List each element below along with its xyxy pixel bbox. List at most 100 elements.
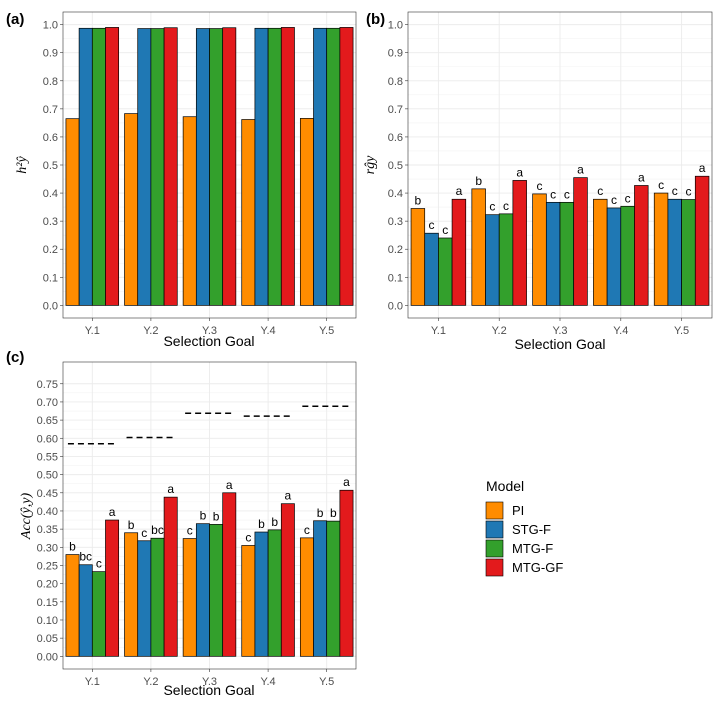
legend-label-stg-f: STG-F [512,522,551,537]
bar-pi-y2 [124,113,139,306]
bars [65,27,354,306]
bar-mtg-f-y5 [326,27,341,306]
bar-stg-f-y5 [313,27,328,306]
significance-label: c [187,524,193,538]
significance-label: c [658,178,664,192]
y-tick-label: 0.3 [388,216,403,228]
y-tick-label: 0.4 [388,188,403,200]
y-tick-label: 0.0 [43,300,58,312]
significance-label: b [271,515,278,529]
significance-label: c [96,557,102,571]
significance-label: a [699,161,706,175]
significance-label: c [672,184,678,198]
panel-tag: (c) [6,349,24,366]
y-tick-label: 0.35 [37,524,58,536]
significance-label: c [503,199,509,213]
bar-stg-f-y3 [545,201,561,306]
y-tick-label: 0.45 [37,488,58,500]
legend-title: Model [486,478,524,494]
x-tick-label: Y.5 [319,676,334,688]
significance-label: c [685,185,691,199]
y-tick-label: 0.6 [43,132,58,144]
bar-mtg-gf-y4 [634,185,649,306]
significance-label: b [213,509,220,523]
y-tick-labels: 0.0 0.1 0.2 0.3 0.4 0.5 0.6 0.7 0.8 0.9 1.0 [388,20,408,312]
bar-mtg-f-y2 [150,537,165,657]
x-axis-title: Selection Goal [163,682,254,698]
y-tick-label: 0.25 [37,560,58,572]
significance-label: c [550,187,556,201]
significance-label: a [343,475,350,489]
x-tick-label: Y.4 [613,325,628,337]
y-tick-label: 0.2 [388,244,403,256]
x-tick-label: Y.3 [202,676,217,688]
bar-stg-f-y3 [195,28,210,306]
bar-mtg-f-y3 [209,28,224,306]
y-tick-label: 0.55 [37,451,58,463]
y-tick-label: 0.30 [37,542,58,554]
significance-label: a [285,489,292,503]
bar-mtg-gf-y5 [694,175,710,306]
legend-label-pi: PI [512,503,524,518]
bar-mtg-f-y4 [267,529,282,657]
y-tick-label: 0.4 [43,188,58,200]
significance-label: c [536,179,542,193]
significance-label: b [258,517,265,531]
bar-mtg-gf-y1 [451,198,467,306]
significance-label: c [564,187,570,201]
y-tick-label: 0.8 [43,76,58,88]
bar-stg-f-y1 [424,232,439,306]
significance-label: c [141,526,147,540]
y-tick-label: 0.10 [37,615,58,627]
significance-label: a [167,482,174,496]
bar-pi-y4 [241,119,256,306]
bar-stg-f-y5 [667,198,682,306]
bar-mtg-gf-y3 [573,177,588,306]
significance-label: c [304,523,310,537]
legend-label-mtg-f: MTG-F [512,541,553,556]
bar-mtg-f-y3 [559,201,575,306]
bar-pi-y5 [653,192,669,306]
bar-mtg-f-y5 [681,199,696,306]
y-tick-label: 1.0 [43,20,58,32]
bar-mtg-gf-y4 [280,27,295,306]
y-tick-label: 0.60 [37,433,58,445]
y-tick-label: 0.05 [37,633,58,645]
x-tick-labels: Y.1 Y.2 Y.3 Y.4 Y.5 [85,318,334,337]
bar-pi-y3 [182,538,197,657]
y-tick-label: 0.15 [37,597,58,609]
legend-swatch-mtg-gf [485,558,504,577]
bar-stg-f-y2 [485,214,500,306]
y-tick-label: 0.7 [388,104,403,116]
bar-mtg-f-y4 [620,205,635,306]
y-tick-label: 0.3 [43,216,58,228]
significance-label: b [330,506,337,520]
x-axis-title: Selection Goal [163,333,254,349]
y-tick-label: 0.50 [37,470,58,482]
y-tick-label: 0.2 [43,244,58,256]
significance-label: b [317,506,324,520]
y-tick-label: 0.75 [37,379,58,391]
bar-pi-y5 [299,118,314,306]
bar-mtg-gf-y2 [163,496,178,657]
significance-label: a [577,163,584,177]
bar-mtg-f-y2 [498,213,514,306]
y-tick-label: 0.00 [37,651,58,663]
x-tick-label: Y.1 [85,676,100,688]
x-tick-label: Y.4 [261,676,276,688]
x-tick-label: Y.4 [261,325,276,337]
panel-a-chart: 0.00.10.20.30.40.50.60.70.80.91.0Y.1 Y.2 Y… [6,11,357,349]
bar-mtg-gf-y3 [222,27,237,306]
y-tick-label: 0.1 [43,272,58,284]
y-tick-label: 0.8 [388,76,403,88]
significance-label: c [442,223,448,237]
y-tick-label: 0.65 [37,415,58,427]
significance-label: c [611,193,617,207]
panel-tag: (a) [6,11,24,28]
bar-pi-y4 [241,545,256,657]
